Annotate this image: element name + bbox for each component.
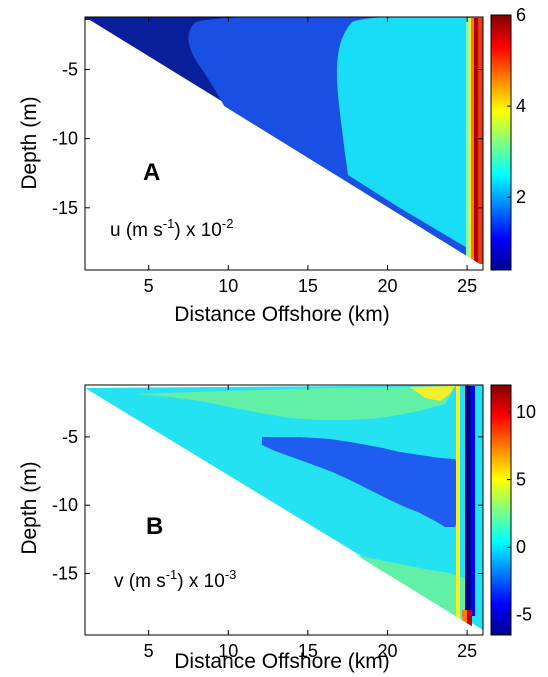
panel-a: 5 10 15 20 25 -5 -10 -15 A u (m s-1) x 10-2 Di…: [18, 5, 526, 326]
panel-b-colorbar-ticks: -5 0 5 10: [507, 402, 536, 625]
panel-b-boundary-orange: [462, 610, 467, 633]
panel-a-y-ticks: -5 -10 -15: [52, 60, 483, 218]
colorbar-tick-label: 0: [516, 537, 526, 557]
panel-b-boundary-blue: [471, 386, 475, 616]
panel-a-seabed: [85, 20, 483, 271]
x-tick-label: 20: [377, 641, 397, 661]
panel-a-frame: [84, 16, 484, 271]
panel-b-region-green-upper: [135, 386, 455, 420]
panel-a-letter: A: [143, 159, 160, 186]
panel-b: 5 10 15 20 25 -5 -10 -15 B v (m s-1) x 10-3 Di…: [18, 384, 536, 673]
panel-b-x-label: Distance Offshore (km): [174, 650, 390, 673]
panel-b-colorbar: [490, 384, 512, 636]
panel-a-annotation: u (m s-1) x 10-2: [110, 216, 233, 241]
x-tick-label: 10: [218, 276, 238, 296]
colorbar-tick-label: 2: [516, 187, 526, 207]
panel-b-y-ticks: -5 -10 -15: [52, 427, 483, 584]
colorbar-tick-label: 6: [516, 5, 526, 25]
panel-a-region-cyan: [336, 17, 483, 262]
panel-b-annotation: v (m s-1) x 10-3: [114, 567, 236, 592]
panel-a-colorbar-ticks: 2 4 6: [507, 5, 526, 207]
panel-b-boundary-red: [467, 610, 472, 634]
panel-b-frame: [84, 384, 484, 636]
panel-b-y-label: Depth (m): [18, 461, 41, 554]
panel-a-x-ticks: 5 10 15 20 25: [144, 17, 477, 296]
y-tick-label: -15: [52, 564, 78, 584]
y-tick-label: -10: [52, 495, 78, 515]
panel-b-seabed: [85, 388, 483, 636]
panel-b-boundary-yellow: [456, 386, 460, 626]
x-tick-label: 15: [298, 641, 318, 661]
panel-a-x-label: Distance Offshore (km): [174, 303, 390, 326]
x-tick-label: 15: [298, 276, 318, 296]
x-tick-label: 10: [218, 641, 238, 661]
panel-b-letter: B: [146, 513, 163, 540]
panel-b-x-ticks: 5 10 15 20 25: [144, 385, 477, 661]
y-tick-label: -15: [52, 198, 78, 218]
panel-a-y-label: Depth (m): [18, 96, 41, 189]
panel-a-boundary-max: [474, 18, 478, 264]
panel-a-colorbar: [490, 14, 512, 271]
y-tick-label: -5: [62, 427, 78, 447]
panel-a-boundary-orange: [471, 18, 475, 264]
colorbar-tick-label: 5: [516, 470, 526, 490]
y-tick-label: -10: [52, 129, 78, 149]
panel-b-region-blue-core: [262, 437, 460, 527]
x-tick-label: 5: [144, 276, 154, 296]
panel-b-boundary-dark-blue: [465, 386, 471, 616]
x-tick-label: 5: [144, 641, 154, 661]
x-tick-label: 20: [377, 276, 397, 296]
x-tick-label: 25: [457, 641, 477, 661]
panel-a-boundary-outer: [478, 18, 483, 264]
colorbar-tick-label: -5: [516, 605, 532, 625]
colorbar-tick-label: 4: [516, 96, 526, 116]
colorbar-tick-label: 10: [516, 402, 536, 422]
x-tick-label: 25: [457, 276, 477, 296]
panel-b-region-yellow-upper: [410, 386, 455, 401]
y-tick-label: -5: [62, 60, 78, 80]
